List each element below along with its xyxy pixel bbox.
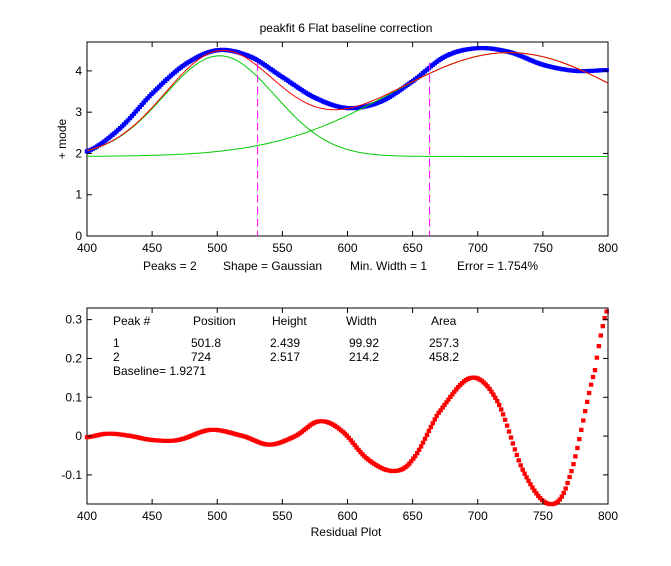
bottom-ticks: 400 450 500 550 600 650 700 750 800 -0.1 0 0.1 0.2 0.… (61, 308, 618, 523)
data-series-markers (84, 46, 609, 154)
table-cell: 1 (113, 336, 120, 350)
x-tick-label: 550 (272, 241, 292, 255)
table-header-area: Area (431, 314, 457, 328)
x-tick-label: 750 (533, 241, 553, 255)
x-tick-label: 750 (533, 509, 553, 523)
top-ylabel: + mode (55, 118, 69, 159)
table-cell: 2 (113, 350, 120, 364)
y-tick-label: 2 (75, 146, 82, 160)
x-tick-label: 500 (207, 509, 227, 523)
y-tick-label: 0.1 (65, 390, 82, 404)
table-header-width: Width (346, 314, 377, 328)
y-tick-label: 4 (75, 64, 82, 78)
table-cell: 2.439 (270, 336, 300, 350)
table-cell: 214.2 (349, 350, 379, 364)
fit-curve (86, 49, 609, 152)
x-tick-label: 450 (142, 241, 162, 255)
component-1-curve (86, 55, 608, 157)
top-ticks: 400 450 500 550 600 650 700 750 800 0 1 2 3 4 (75, 42, 618, 255)
x-tick-label: 600 (337, 509, 357, 523)
residual-series-markers (84, 309, 609, 507)
y-tick-label: 0 (75, 229, 82, 243)
table-cell: 724 (191, 350, 211, 364)
table-cell: 257.3 (429, 336, 459, 350)
x-tick-label: 800 (598, 241, 618, 255)
y-tick-label: 3 (75, 105, 82, 119)
top-panel: peakfit 6 Flat baseline correction + mod… (55, 21, 618, 273)
table-header-position: Position (193, 314, 236, 328)
table-cell: 2.517 (270, 350, 300, 364)
x-tick-label: 650 (403, 241, 423, 255)
y-tick-label: 0.3 (65, 313, 82, 327)
table-baseline: Baseline= 1.9271 (113, 364, 206, 378)
x-tick-label: 700 (468, 509, 488, 523)
info-shape: Shape = Gaussian (223, 259, 322, 273)
y-tick-label: 0 (75, 429, 82, 443)
table-header-peak: Peak # (113, 314, 151, 328)
x-tick-label: 450 (142, 509, 162, 523)
table-header-height: Height (272, 314, 307, 328)
table-cell: 458.2 (429, 350, 459, 364)
bottom-panel: 400 450 500 550 600 650 700 750 800 -0.1 0 0.1 0.2 0.… (61, 307, 618, 539)
x-tick-label: 500 (207, 241, 227, 255)
x-tick-label: 400 (77, 509, 97, 523)
info-peaks: Peaks = 2 (143, 259, 197, 273)
bottom-xlabel: Residual Plot (311, 525, 382, 539)
table-cell: 99.92 (349, 336, 379, 350)
results-table: Peak # Position Height Width Area 1 501.… (113, 314, 459, 378)
y-tick-label: 0.2 (65, 351, 82, 365)
bottom-plot-area (84, 309, 609, 507)
x-tick-label: 700 (468, 241, 488, 255)
top-title: peakfit 6 Flat baseline correction (260, 21, 433, 35)
y-tick-label: 1 (75, 188, 82, 202)
table-cell: 501.8 (191, 336, 221, 350)
info-error: Error = 1.754% (457, 259, 538, 273)
x-tick-label: 800 (598, 509, 618, 523)
top-plot-area (84, 46, 609, 236)
y-tick-label: -0.1 (61, 468, 82, 482)
x-tick-label: 400 (77, 241, 97, 255)
x-tick-label: 600 (337, 241, 357, 255)
x-tick-label: 650 (403, 509, 423, 523)
info-min-width: Min. Width = 1 (350, 259, 427, 273)
x-tick-label: 550 (272, 509, 292, 523)
